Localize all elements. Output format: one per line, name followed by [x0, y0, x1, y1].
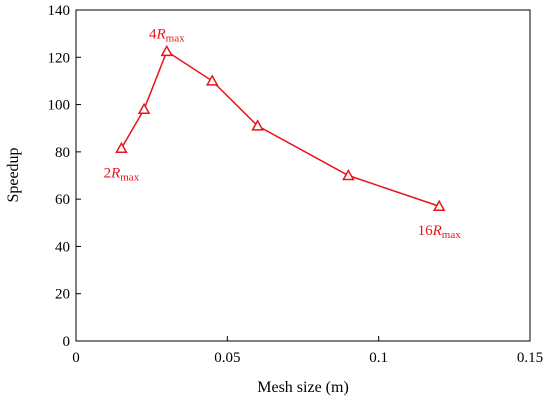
point-annotation: 2Rmax — [104, 165, 140, 183]
x-tick-label: 0 — [72, 350, 80, 366]
y-axis-title: Speedup — [5, 147, 22, 202]
series-line — [120, 50, 440, 207]
y-tick-label: 100 — [48, 98, 71, 114]
y-tick-label: 80 — [55, 145, 70, 161]
y-tick-label: 140 — [48, 3, 71, 19]
point-annotation: 16Rmax — [418, 223, 462, 241]
data-point — [205, 74, 219, 86]
point-annotation: 4Rmax — [149, 26, 185, 44]
data-point — [251, 119, 264, 131]
data-point — [342, 168, 355, 181]
x-tick-label: 0.15 — [517, 350, 543, 366]
y-tick-label: 40 — [55, 239, 70, 255]
data-point — [432, 199, 446, 211]
data-point — [160, 44, 174, 57]
data-point — [115, 141, 128, 154]
y-tick-label: 120 — [48, 50, 71, 66]
series-group — [115, 44, 446, 211]
y-axis-ticks: 0 20 40 60 80 100 120 140 — [48, 3, 81, 350]
x-tick-label: 0.05 — [214, 350, 240, 366]
x-axis-ticks: 0 0.05 0.1 0.15 — [72, 336, 543, 366]
y-tick-label: 60 — [55, 192, 70, 208]
y-tick-label: 0 — [63, 334, 71, 350]
x-axis-title: Mesh size (m) — [257, 379, 349, 396]
y-tick-label: 20 — [55, 287, 70, 303]
data-point — [137, 102, 151, 115]
plot-frame — [75, 9, 531, 342]
annotations-group: 2Rmax 4Rmax 16Rmax — [104, 26, 462, 241]
x-tick-label: 0.1 — [369, 350, 388, 366]
